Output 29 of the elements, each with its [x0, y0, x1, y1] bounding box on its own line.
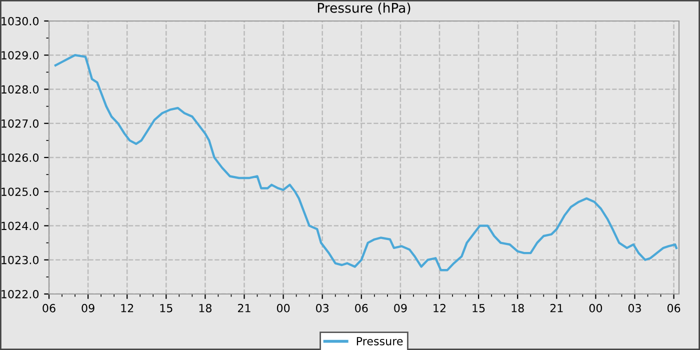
x-tick-label: 06: [667, 304, 680, 312]
legend-label: Pressure: [356, 337, 403, 346]
x-tick-label: 06: [355, 304, 368, 312]
y-tick-label: 1022.0: [2, 290, 39, 298]
x-tick-label: 09: [394, 304, 407, 312]
x-tick-label: 03: [316, 304, 329, 312]
x-tick-label: 00: [589, 304, 602, 312]
x-tick-label: 21: [550, 304, 563, 312]
y-tick-label: 1026.0: [2, 153, 39, 162]
line-series: [54, 54, 678, 272]
y-tick-label: 1030.0: [2, 16, 39, 26]
x-tick-label: 18: [512, 304, 524, 312]
y-tick-label: 1027.0: [2, 119, 39, 128]
y-tick-label: 1025.0: [2, 188, 39, 196]
x-tick-label: 03: [628, 304, 641, 312]
chart-title: Pressure (hPa): [318, 2, 410, 14]
x-tick-label: 15: [472, 304, 485, 312]
x-tick-label: 21: [238, 304, 250, 312]
x-tick-label: 12: [121, 304, 134, 312]
x-tick-label: 18: [199, 304, 212, 312]
y-tick-label: 1024.0: [2, 222, 39, 230]
x-tick-label: 09: [82, 304, 94, 312]
y-tick-label: 1029.0: [2, 51, 39, 60]
x-tick-label: 12: [434, 304, 446, 312]
x-tick-label: 00: [276, 304, 290, 312]
y-tick-label: 1023.0: [2, 256, 39, 264]
x-tick-label: 15: [160, 304, 172, 312]
y-tick-label: 1028.0: [2, 85, 39, 94]
x-tick-label: 06: [42, 304, 56, 312]
